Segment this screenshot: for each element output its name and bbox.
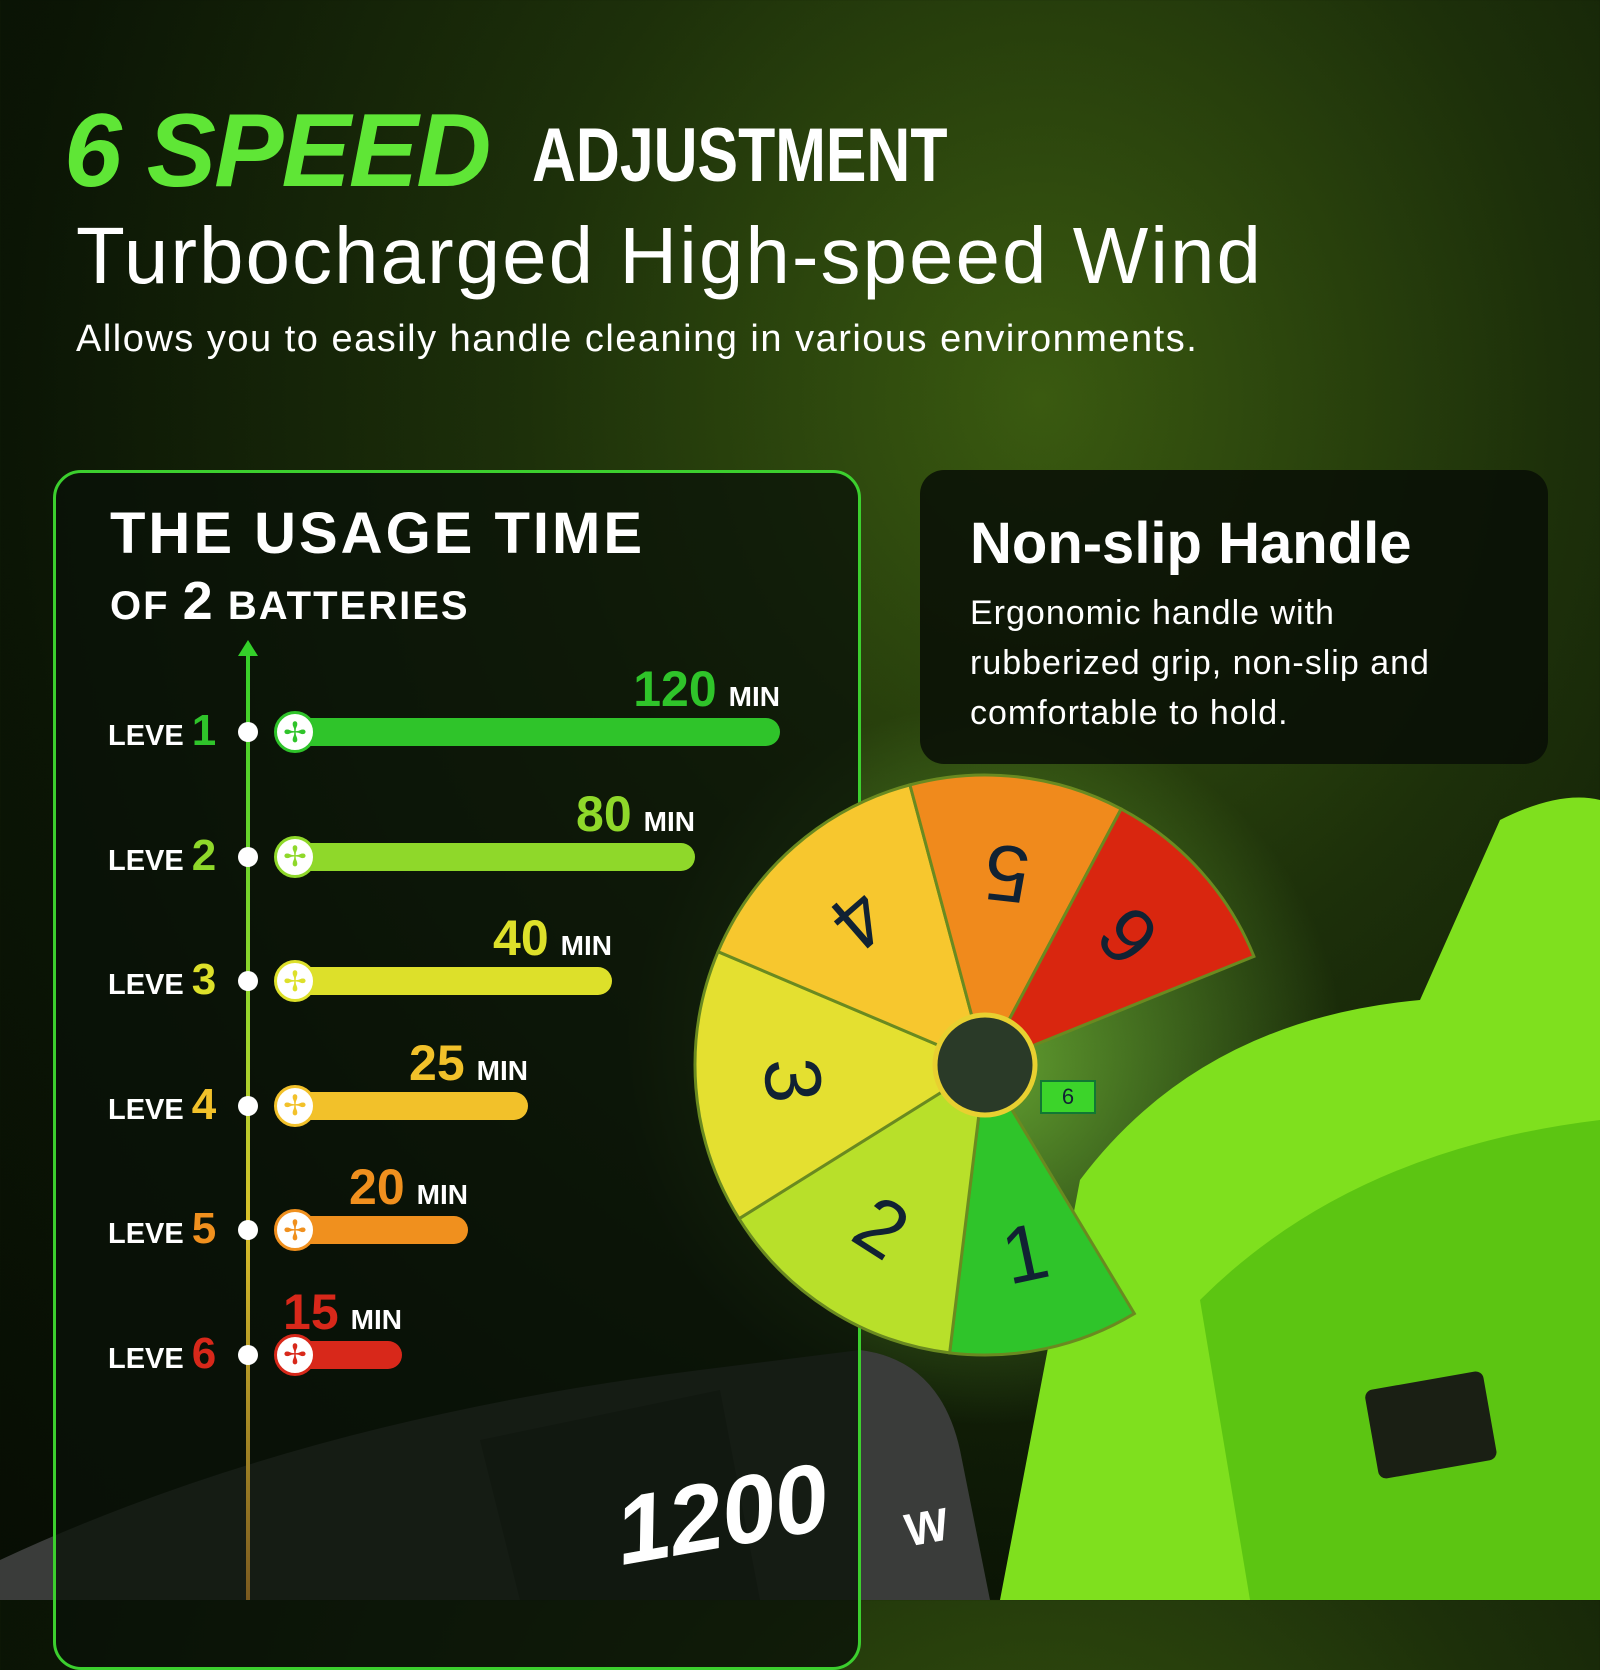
usage-value: 25 MIN <box>409 1034 528 1092</box>
level-prefix: LEVE <box>108 720 184 752</box>
minutes: 120 <box>633 661 717 717</box>
usage-bar <box>290 842 695 871</box>
level-label: LEVE 1 <box>108 706 216 756</box>
axis-dot <box>238 1344 258 1365</box>
speed-display: 6 <box>1040 1080 1096 1114</box>
usage-bar <box>290 1216 468 1244</box>
usage-bar <box>290 1091 528 1120</box>
level-prefix: LEVE <box>108 844 184 877</box>
minutes: 80 <box>576 785 632 842</box>
fan-icon: ✢ <box>274 960 316 1002</box>
handle-card-body: Ergonomic handle with rubberized grip, n… <box>970 594 1430 732</box>
level-prefix: LEVE <box>108 969 184 1001</box>
fan-icon: ✢ <box>274 1084 316 1127</box>
minutes: 15 <box>283 1283 339 1340</box>
axis-dot <box>238 1220 258 1240</box>
level-prefix: LEVE <box>108 1218 184 1250</box>
minutes: 40 <box>493 910 549 966</box>
axis-dot <box>238 971 258 991</box>
subtitle-prefix: OF <box>110 584 170 628</box>
axis-arrow-icon <box>238 640 258 656</box>
fan-icon: ✢ <box>274 1333 316 1376</box>
power-unit: W <box>900 1497 953 1557</box>
usage-bar <box>290 718 780 746</box>
fan-icon: ✢ <box>274 711 316 753</box>
level-prefix: LEVE <box>108 1342 184 1375</box>
level-number: 3 <box>191 955 217 1004</box>
tagline: Allows you to easily handle cleaning in … <box>76 318 1199 360</box>
axis-dot <box>238 722 258 742</box>
level-label: LEVE 4 <box>108 1080 216 1130</box>
usage-subtitle: OF 2 BATTERIES <box>110 570 470 632</box>
level-number: 5 <box>191 1204 217 1253</box>
level-label: LEVE 2 <box>108 831 216 881</box>
unit: MIN <box>728 681 780 712</box>
minutes: 25 <box>409 1034 465 1091</box>
usage-value: 120 MIN <box>633 660 780 718</box>
usage-value: 40 MIN <box>493 909 612 967</box>
fan-icon: ✢ <box>274 835 316 878</box>
usage-bar <box>290 967 612 995</box>
level-number: 1 <box>191 706 217 755</box>
battery-count: 2 <box>182 571 215 631</box>
level-prefix: LEVE <box>108 1093 184 1126</box>
level-label: LEVE 6 <box>108 1329 216 1379</box>
unit: MIN <box>476 1054 528 1086</box>
usage-value: 15 MIN <box>283 1283 402 1341</box>
handle-card-title: Non-slip Handle <box>970 511 1412 576</box>
unit: MIN <box>560 930 612 961</box>
usage-value: 80 MIN <box>576 785 695 843</box>
level-label: LEVE 5 <box>108 1204 216 1254</box>
subheadline: Turbocharged High-speed Wind <box>76 211 1263 300</box>
level-axis <box>246 650 250 1600</box>
usage-title: THE USAGE TIME <box>110 501 646 566</box>
unit: MIN <box>416 1179 468 1210</box>
level-label: LEVE 3 <box>108 955 216 1005</box>
level-number: 6 <box>191 1328 217 1378</box>
headline-rest: ADJUSTMENT <box>532 113 948 198</box>
level-number: 2 <box>191 830 217 880</box>
handle-card <box>920 470 1548 764</box>
unit: MIN <box>350 1303 402 1335</box>
usage-value: 20 MIN <box>349 1158 468 1216</box>
axis-dot <box>238 1095 258 1116</box>
level-number: 4 <box>191 1079 217 1129</box>
subtitle-suffix: BATTERIES <box>227 584 470 628</box>
fan-icon: ✢ <box>274 1209 316 1251</box>
unit: MIN <box>643 805 695 837</box>
headline-accent: 6 SPEED <box>64 93 491 209</box>
minutes: 20 <box>349 1159 405 1215</box>
axis-dot <box>238 846 258 867</box>
